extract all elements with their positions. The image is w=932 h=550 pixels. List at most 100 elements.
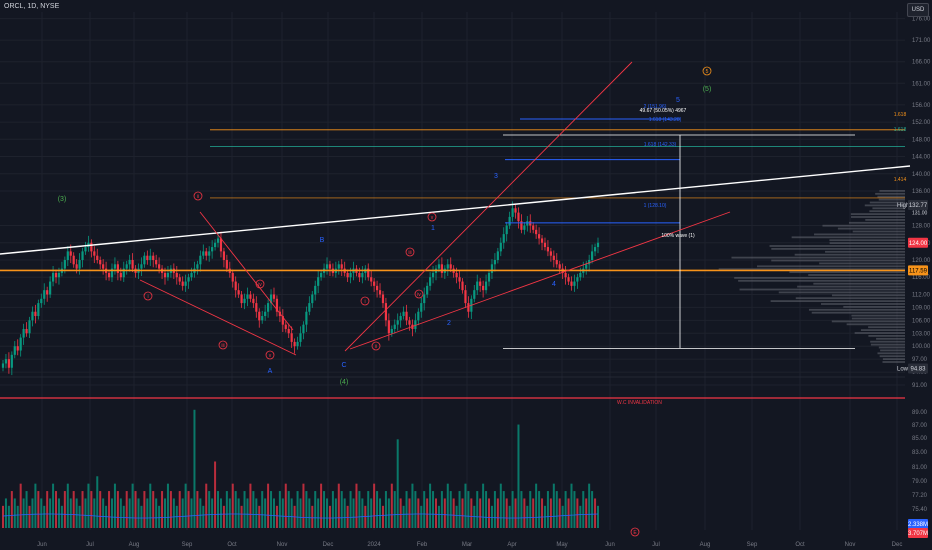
volume-profile-bar: [851, 314, 905, 317]
volume-profile-bar: [771, 259, 905, 262]
small-price-label: 131.00: [912, 211, 928, 217]
volume-profile-bar: [831, 320, 905, 323]
volume-bar: [28, 505, 31, 528]
volume-bar: [393, 491, 396, 528]
volume-bar: [90, 491, 93, 528]
resistance-trendline: [0, 165, 911, 255]
candle-body: [484, 281, 488, 291]
volume-bar: [10, 491, 13, 528]
e-marker-label-circle: [630, 527, 640, 537]
wave-iv-label-circle: [255, 279, 265, 289]
volume-profile-bar: [854, 332, 905, 334]
candle-body: [57, 272, 61, 278]
volume-bar: [125, 491, 128, 528]
volume-bar: [331, 491, 334, 528]
candle-body: [384, 303, 388, 321]
price-axis-tick: 161.00: [912, 81, 931, 87]
volume-ma-line: [2, 513, 599, 519]
candle-body: [128, 260, 131, 265]
time-axis-tick: Aug: [700, 542, 711, 548]
volume-bar: [523, 498, 526, 528]
candle-body: [437, 264, 441, 269]
volume-bar: [446, 483, 449, 528]
volume-bar: [505, 498, 508, 528]
candle-body: [46, 290, 49, 295]
candle-body: [502, 234, 505, 243]
volume-bar: [488, 498, 491, 528]
candle-body: [420, 303, 423, 312]
time-axis-tick: Feb: [417, 542, 428, 548]
volume-bar: [352, 498, 355, 528]
wave-ii-label-circle: [193, 191, 203, 201]
volume-profile-bar: [829, 239, 905, 242]
volume-bar: [570, 483, 573, 528]
candle-body: [249, 294, 252, 299]
volume-bar: [267, 483, 270, 528]
candle-body: [523, 225, 526, 230]
volume-bar: [594, 498, 597, 528]
volume-bar: [479, 498, 482, 528]
candle-body: [243, 298, 246, 304]
candle-body: [302, 324, 305, 334]
volume-bar: [582, 491, 585, 528]
volume-bar: [87, 483, 90, 528]
candle-body: [325, 264, 329, 269]
candle-body: [275, 298, 279, 312]
volume-profile-bar: [852, 230, 905, 233]
volume-bar: [255, 498, 258, 528]
wave-5-orange-label: 5: [706, 69, 709, 75]
candle-body: [181, 281, 184, 286]
candle-body: [446, 264, 449, 269]
currency-button[interactable]: USD: [907, 3, 929, 17]
volume-profile-bar: [837, 227, 905, 230]
volume-bar: [287, 491, 290, 528]
volume-bar: [387, 498, 390, 528]
time-axis-tick: May: [556, 542, 567, 548]
candle-body: [579, 272, 582, 278]
volume-axis-tick: 87.00: [912, 423, 928, 429]
volume-bar: [541, 498, 544, 528]
candle-body: [131, 260, 134, 269]
volume-bar: [217, 491, 220, 528]
wedge-upper-line: [199, 211, 294, 331]
time-axis-tick: Mar: [462, 542, 472, 548]
volume-bar: [467, 491, 470, 528]
volume-bar: [199, 498, 202, 528]
volume-bar: [597, 505, 599, 528]
volume-bar: [361, 498, 364, 528]
volume-profile-bar: [843, 306, 905, 308]
fib-label-1618b: 1.618 (143.28): [649, 117, 682, 123]
volume-bar: [25, 491, 28, 528]
candle-body: [258, 311, 261, 321]
candle-body: [381, 294, 385, 304]
candle-body: [511, 208, 514, 217]
candle-body: [558, 264, 561, 269]
candle-body: [252, 298, 255, 304]
volume-profile-bar: [825, 250, 905, 253]
volume-bar: [205, 483, 208, 528]
candle-body: [535, 229, 538, 235]
price-axis-tick: 176.00: [912, 17, 931, 23]
exchange-label: NYSE: [40, 3, 60, 10]
volume-profile-bar: [821, 303, 905, 305]
volume-bar: [258, 505, 261, 528]
candle-body: [308, 303, 311, 312]
volume-bar: [13, 498, 16, 528]
volume-bar: [202, 505, 205, 528]
volume-bar: [529, 491, 532, 528]
wave-iii-2-label: iii: [408, 250, 411, 256]
candle-body: [461, 281, 464, 291]
volume-profile-bar: [831, 294, 905, 297]
volume-profile-bar: [882, 358, 905, 360]
wave-iii-label-circle: [218, 340, 228, 350]
candle-body: [40, 298, 43, 304]
candle-body: [358, 272, 361, 278]
candle-body: [375, 285, 379, 291]
candle-body: [281, 316, 284, 325]
price-axis-tick: 109.00: [912, 305, 931, 311]
candle-body: [349, 272, 352, 278]
candle-body: [499, 242, 502, 252]
candle-body: [113, 264, 117, 269]
candle-body: [149, 255, 152, 260]
